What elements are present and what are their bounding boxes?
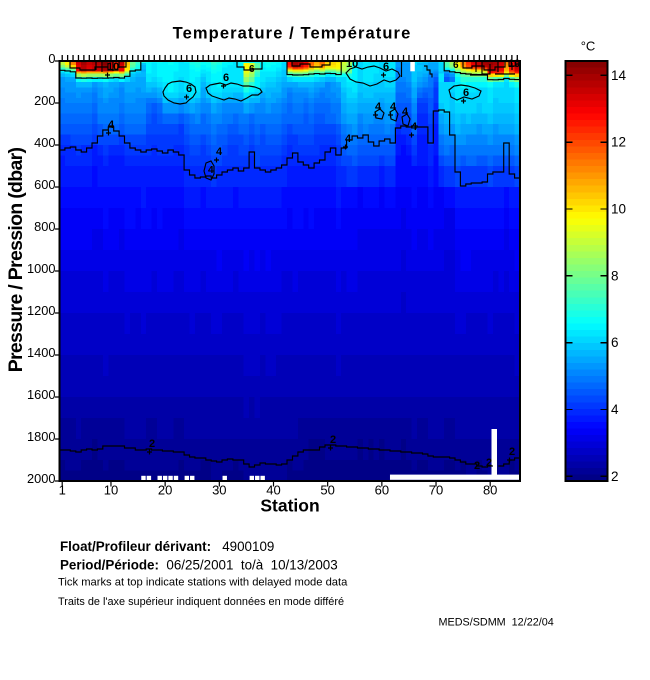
svg-text:4: 4 bbox=[411, 121, 418, 133]
svg-text:10: 10 bbox=[104, 483, 118, 498]
svg-text:1400: 1400 bbox=[27, 345, 55, 360]
svg-text:20: 20 bbox=[158, 483, 172, 498]
svg-text:30: 30 bbox=[212, 483, 226, 498]
svg-text:6: 6 bbox=[453, 60, 459, 71]
svg-text:4: 4 bbox=[208, 165, 214, 176]
svg-text:6: 6 bbox=[186, 83, 192, 95]
svg-text:800: 800 bbox=[34, 219, 55, 234]
svg-text:8: 8 bbox=[611, 268, 619, 283]
svg-text:600: 600 bbox=[34, 177, 55, 192]
svg-text:0: 0 bbox=[48, 51, 55, 66]
svg-text:2000: 2000 bbox=[27, 471, 55, 486]
svg-text:70: 70 bbox=[429, 483, 443, 498]
svg-text:Temperature / Température: Temperature / Température bbox=[173, 25, 412, 43]
svg-text:50: 50 bbox=[320, 483, 334, 498]
svg-text:2: 2 bbox=[509, 446, 515, 458]
svg-text:80: 80 bbox=[483, 483, 497, 498]
svg-text:10: 10 bbox=[611, 202, 626, 217]
svg-text:10: 10 bbox=[107, 61, 119, 73]
svg-text:Traits de l'axe supérieur indi: Traits de l'axe supérieur indiquent donn… bbox=[58, 596, 344, 608]
svg-text:4: 4 bbox=[345, 133, 352, 145]
svg-text:Tick marks at top indicate sta: Tick marks at top indicate stations with… bbox=[58, 577, 348, 589]
svg-text:1000: 1000 bbox=[27, 261, 55, 276]
svg-text:200: 200 bbox=[34, 93, 55, 108]
svg-text:2: 2 bbox=[149, 438, 155, 450]
svg-text:Period/Période: 06/25/2001 t: Period/Période: 06/25/2001 to/à 10/13/20… bbox=[60, 558, 338, 573]
svg-text:10: 10 bbox=[346, 58, 358, 70]
svg-text:400: 400 bbox=[34, 135, 55, 150]
svg-text:Float/Profileur dérivant: 49: Float/Profileur dérivant: 4900109 bbox=[60, 539, 274, 554]
svg-text:2: 2 bbox=[611, 469, 619, 484]
svg-text:10: 10 bbox=[508, 58, 520, 70]
svg-text:4: 4 bbox=[108, 119, 115, 131]
svg-text:14: 14 bbox=[611, 68, 627, 83]
svg-text:60: 60 bbox=[375, 483, 389, 498]
svg-text:6: 6 bbox=[611, 335, 619, 350]
svg-text:1200: 1200 bbox=[27, 303, 55, 318]
svg-text:1600: 1600 bbox=[27, 387, 55, 402]
svg-text:Station: Station bbox=[260, 496, 319, 516]
svg-text:6: 6 bbox=[463, 87, 469, 99]
svg-text:MEDS/SDMM 12/22/04: MEDS/SDMM 12/22/04 bbox=[439, 617, 554, 629]
svg-text:°C: °C bbox=[581, 39, 596, 54]
svg-text:6: 6 bbox=[223, 72, 229, 84]
svg-text:1800: 1800 bbox=[27, 429, 55, 444]
svg-text:4: 4 bbox=[390, 101, 397, 113]
svg-text:Pressure / Pression (dbar): Pressure / Pression (dbar) bbox=[5, 148, 27, 373]
svg-text:4: 4 bbox=[611, 402, 619, 417]
svg-text:6: 6 bbox=[249, 64, 255, 75]
svg-text:2: 2 bbox=[486, 457, 492, 469]
svg-text:40: 40 bbox=[266, 483, 280, 498]
svg-text:6: 6 bbox=[383, 61, 389, 73]
svg-text:4: 4 bbox=[375, 101, 382, 113]
svg-text:2: 2 bbox=[330, 434, 336, 446]
svg-text:2: 2 bbox=[474, 460, 480, 472]
svg-text:4: 4 bbox=[402, 106, 409, 118]
svg-text:12: 12 bbox=[611, 135, 626, 150]
svg-text:4: 4 bbox=[216, 146, 223, 158]
svg-text:1: 1 bbox=[59, 483, 66, 498]
